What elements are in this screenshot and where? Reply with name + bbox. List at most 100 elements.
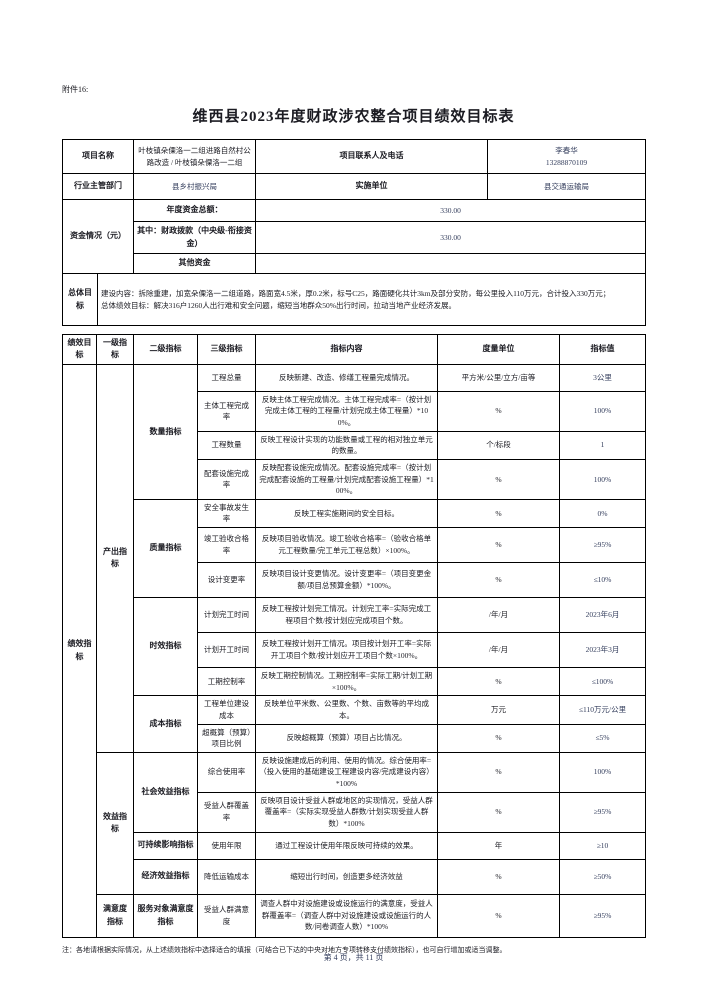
table-row: 满意度指标 服务对象满意度指标 受益人群满意度 调查人群中对设施建设或设施运行的… [63, 893, 646, 938]
indicator-content: 缩短出行时间，创造更多经济效益 [255, 858, 438, 895]
contact-phone: 13288870109 [545, 157, 588, 167]
indicator-value: ≤100% [559, 667, 646, 697]
indicator-unit: % [437, 667, 560, 697]
indicator-unit: /年/月 [437, 597, 560, 634]
table-row: 其中：财政拨款（中央级-衔接资金） 330.00 [63, 221, 646, 254]
indicators-table: 绩效目标 一级指标 二级指标 三级指标 指标内容 度量单位 指标值 绩效指标 产… [62, 334, 646, 938]
header-content: 指标内容 [255, 334, 438, 365]
indicator-content: 通过工程设计使用年限反映可持续的效果。 [255, 831, 438, 860]
indicator-content: 反映工程设计实现的功能数量或工程的相对独立单元的数量。 [255, 430, 438, 460]
table-row: 行业主管部门 县乡村振兴局 实施单位 县交通运输局 [62, 173, 646, 200]
funds-table: 资金情况（元） 年度资金总额： 330.00 其中：财政拨款（中央级-衔接资金）… [62, 199, 646, 274]
level2-quality: 质量指标 [133, 498, 198, 599]
level1-output: 产出指标 [96, 363, 134, 753]
indicator-level3: 受益人群覆盖率 [197, 791, 256, 833]
indicator-value: ≤5% [559, 723, 646, 753]
indicator-unit: 个/标段 [437, 430, 560, 460]
indicator-level3: 设计变更率 [197, 562, 256, 599]
impl-value: 县交通运输局 [487, 173, 646, 200]
overall-goal-line1: 建设内容：拆除重建，加宽朵傈洛一二组道路，路面宽4.5米，厚0.2米，标号C25… [101, 288, 611, 298]
indicator-level3: 竣工验收合格率 [197, 527, 256, 564]
page-title: 维西县2023年度财政涉农整合项目绩效目标表 [192, 109, 515, 125]
indicators-header-row: 绩效目标 一级指标 二级指标 三级指标 指标内容 度量单位 指标值 [62, 334, 646, 365]
indicator-level3: 工程单位建设成本 [197, 695, 256, 725]
indicator-level3: 计划完工时间 [197, 597, 256, 634]
indicator-level3: 超概算（预算）项目比例 [197, 723, 256, 753]
table-row: 质量指标 安全事故发生率 反映工程实施期间的安全目标。 % 0% [63, 498, 646, 599]
indicator-value: 2023年3月 [559, 632, 646, 669]
indicator-content: 反映主体工程完成情况。主体工程完成率=（按计划完成主体工程的工程量/计划完成主体… [255, 390, 438, 432]
table-row: 工程数量 反映工程设计实现的功能数量或工程的相对独立单元的数量。 个/标段 1 [63, 430, 646, 460]
header-perf-goal: 绩效目标 [62, 334, 97, 365]
indicator-unit: % [437, 498, 560, 529]
table-row: 项目名称 叶枝镇朵傈洛一二组进路自然村公路改造 / 叶枝镇朵傈洛一二组 项目联系… [62, 139, 646, 174]
level2-quantity: 数量指标 [133, 363, 198, 500]
indicator-content: 反映项目设计受益人群或地区的实现情况，受益人群覆盖率=（实际实现受益人群数/计划… [255, 791, 438, 833]
indicator-content: 反映项目验收情况。竣工验收合格率=（验收合格单元工程数量/完工单元工程总数）×1… [255, 527, 438, 564]
indicator-value: ≤10% [559, 562, 646, 599]
table-row: 受益人群覆盖率 反映项目设计受益人群或地区的实现情况，受益人群覆盖率=（实际实现… [63, 791, 646, 833]
table-row: 绩效指标 产出指标 数量指标 工程总量 反映新建、改造、修缮工程量完成情况。 平… [62, 363, 646, 938]
attachment-label: 附件16: [62, 85, 89, 94]
indicator-content: 反映配套设施完成情况。配套设施完成率=（按计划完成配套设施的工程量/计划完成配套… [255, 458, 438, 500]
indicator-unit: % [437, 390, 560, 432]
funds-fiscal-label: 其中：财政拨款（中央级-衔接资金） [133, 221, 256, 254]
indicator-content: 调查人群中对设施建设或设施运行的满意度，受益人群覆盖率=（调查人群中对设施建设或… [255, 893, 438, 938]
indicator-level3: 降低运输成本 [197, 858, 256, 895]
indicator-unit: % [437, 791, 560, 833]
table-row: 计划开工时间 反映工程按计划开工情况。项目按计划开工率=实际开工项目个数/按计划… [63, 632, 646, 669]
indicator-unit: % [437, 562, 560, 599]
page-number: 第 4 页，共 11 页 [323, 953, 384, 962]
indicator-content: 反映新建、改造、修缮工程量完成情况。 [255, 363, 438, 392]
indicator-unit: 万元 [437, 695, 560, 725]
level2-social: 社会效益指标 [133, 751, 198, 833]
indicator-value: 100% [559, 458, 646, 500]
indicator-content: 反映超概算（预算）项目占比情况。 [255, 723, 438, 753]
indicator-value: 0% [559, 498, 646, 529]
table-row: 总体目标 建设内容：拆除重建，加宽朵傈洛一二组道路，路面宽4.5米，厚0.2米，… [62, 273, 646, 326]
indicator-value: ≥95% [559, 791, 646, 833]
indicator-unit: % [437, 751, 560, 793]
indicator-level3: 安全事故发生率 [197, 498, 256, 529]
table-row: 时效指标 计划完工时间 反映工程按计划完工情况。计划完工率=实际完成工程项目个数… [63, 597, 646, 697]
table-row: 超概算（预算）项目比例 反映超概算（预算）项目占比情况。 % ≤5% [63, 723, 646, 753]
level2-economic: 经济效益指标 [133, 858, 198, 895]
indicator-value: ≥95% [559, 527, 646, 564]
indicator-content: 反映工程按计划开工情况。项目按计划开工率=实际开工项目个数/按计划应开工项目个数… [255, 632, 438, 669]
overall-goal-label: 总体目标 [62, 273, 98, 326]
header-value: 指标值 [559, 334, 646, 365]
level2-sustainable: 可持续影响指标 [133, 831, 198, 860]
contact-value: 李春华 13288870109 [487, 139, 646, 174]
indicator-value: 100% [559, 390, 646, 432]
indicator-content: 反映工程按计划完工情况。计划完工率=实际完成工程项目个数/按计划应完成项目个数。 [255, 597, 438, 634]
overall-goal-text: 建设内容：拆除重建，加宽朵傈洛一二组道路，路面宽4.5米，厚0.2米，标号C25… [97, 273, 646, 326]
dept-value: 县乡村振兴局 [133, 173, 256, 200]
header-level2: 二级指标 [133, 334, 198, 365]
indicator-value: ≥10 [559, 831, 646, 860]
indicator-value: 100% [559, 751, 646, 793]
indicator-value: ≤110万元/公里 [559, 695, 646, 725]
impl-label: 实施单位 [255, 173, 488, 200]
header-unit: 度量单位 [437, 334, 560, 365]
indicator-value: 3公里 [559, 363, 646, 392]
level1-satisfaction: 满意度指标 [96, 893, 134, 938]
funds-total-value: 330.00 [255, 199, 646, 222]
indicator-content: 反映项目设计变更情况。设计变更率=（项目变更金额/项目总预算金额）*100%。 [255, 562, 438, 599]
indicator-unit: % [437, 527, 560, 564]
indicator-level3: 主体工程完成率 [197, 390, 256, 432]
indicator-level3: 工程数量 [197, 430, 256, 460]
indicator-unit: /年/月 [437, 632, 560, 669]
footnote: 注：各地请根据实际情况，从上述绩效指标中选择适合的填报（可结合已下达的中央对地方… [62, 945, 507, 954]
indicator-level3: 使用年限 [197, 831, 256, 860]
indicator-level3: 配套设施完成率 [197, 458, 256, 500]
header-level3: 三级指标 [197, 334, 256, 365]
indicator-content: 反映单位平米数、公里数、个数、亩数等的平均成本。 [255, 695, 438, 725]
contact-label: 项目联系人及电话 [255, 139, 488, 174]
funds-other-value [255, 253, 646, 274]
table-row: 工期控制率 反映工期控制情况。工期控制率=实际工期/计划工期×100%。 % ≤… [63, 667, 646, 697]
overall-goal-line2: 总体绩效目标：解决316户1260人出行难和安全问题，缩短当地群众50%出行时间… [101, 300, 456, 310]
dept-label: 行业主管部门 [62, 173, 134, 200]
table-row: 可持续影响指标 使用年限 通过工程设计使用年限反映可持续的效果。 年 ≥10 [63, 831, 646, 860]
level2-timeliness: 时效指标 [133, 597, 198, 697]
